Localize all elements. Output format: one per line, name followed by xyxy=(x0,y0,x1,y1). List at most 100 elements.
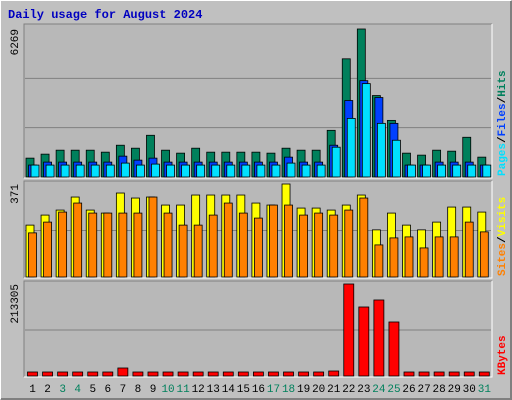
bar xyxy=(222,371,234,377)
bar xyxy=(223,202,233,278)
bar xyxy=(283,371,294,377)
bar xyxy=(181,164,191,178)
panel-edge-dark xyxy=(23,23,492,178)
bar xyxy=(361,83,371,178)
legend-entry: Sites xyxy=(497,243,509,276)
legend-entry: Visits xyxy=(497,197,509,237)
x-tick-label: 29 xyxy=(448,384,461,396)
bar xyxy=(136,164,145,178)
bar xyxy=(211,164,221,178)
bar xyxy=(256,164,266,178)
bar xyxy=(177,371,189,377)
bar xyxy=(314,212,324,278)
x-tick-label: 11 xyxy=(177,384,191,396)
bar xyxy=(331,146,341,178)
legend-separator: / xyxy=(497,236,509,243)
x-tick-label: 20 xyxy=(312,384,325,396)
bar xyxy=(238,212,248,278)
bar xyxy=(448,371,460,377)
legend: Pages/Files/Hits xyxy=(497,70,509,176)
bar xyxy=(102,371,114,377)
bar xyxy=(226,164,236,178)
bar xyxy=(343,283,355,377)
bar xyxy=(316,164,326,178)
x-tick-label: 18 xyxy=(282,384,295,396)
bar xyxy=(389,237,399,278)
x-tick-label: 17 xyxy=(267,384,280,396)
x-tick-label: 21 xyxy=(327,384,341,396)
bar xyxy=(45,164,55,178)
bar xyxy=(87,371,99,377)
chart-title: Daily usage for August 2024 xyxy=(8,8,202,22)
bar xyxy=(392,139,401,178)
bar xyxy=(166,164,175,178)
bar xyxy=(346,118,356,178)
x-tick-label: 13 xyxy=(207,384,220,396)
bar xyxy=(28,232,37,278)
bar xyxy=(147,371,159,377)
bar xyxy=(72,371,84,377)
legend-separator: / xyxy=(497,136,509,143)
x-tick-label: 7 xyxy=(120,384,127,396)
bar xyxy=(373,299,385,377)
legend-entry: Files xyxy=(497,103,509,136)
panel-edge-light xyxy=(24,281,493,378)
bar xyxy=(479,231,489,278)
bar xyxy=(196,164,206,178)
x-tick-label: 3 xyxy=(59,384,66,396)
bar xyxy=(269,204,278,278)
bar xyxy=(286,162,296,178)
x-tick-label: 2 xyxy=(44,384,51,396)
bar xyxy=(374,244,384,278)
bar xyxy=(464,221,474,278)
bar xyxy=(117,367,129,377)
x-tick-label: 16 xyxy=(252,384,265,396)
bar xyxy=(58,211,68,278)
bar xyxy=(162,371,174,377)
bar xyxy=(449,236,459,278)
bar xyxy=(133,212,143,278)
bar xyxy=(237,371,249,377)
x-tick-label: 22 xyxy=(342,384,355,396)
bar xyxy=(241,164,251,178)
x-tick-label: 4 xyxy=(74,384,81,396)
bar xyxy=(313,371,325,377)
bar xyxy=(57,371,69,377)
panel-edge-light xyxy=(24,24,493,179)
bar xyxy=(90,164,100,178)
x-tick-label: 8 xyxy=(135,384,142,396)
legend-entry: Hits xyxy=(497,70,509,96)
x-tick-label: 31 xyxy=(478,384,492,396)
bar xyxy=(407,164,416,178)
x-tick-label: 15 xyxy=(237,384,250,396)
bar xyxy=(192,371,204,377)
bar xyxy=(301,164,311,178)
bar xyxy=(43,221,52,278)
bar xyxy=(105,164,115,178)
legend-separator: / xyxy=(497,96,509,103)
bar xyxy=(434,236,444,278)
x-tick-label: 9 xyxy=(150,384,157,396)
bar xyxy=(148,196,158,278)
x-tick-label: 27 xyxy=(417,384,430,396)
bar xyxy=(328,370,340,377)
x-tick-label: 30 xyxy=(463,384,476,396)
x-tick-label: 19 xyxy=(297,384,310,396)
bar xyxy=(207,371,219,377)
x-tick-label: 25 xyxy=(387,384,400,396)
legend: KBytes xyxy=(497,335,509,375)
bar xyxy=(284,204,293,278)
bar xyxy=(253,217,263,278)
bar xyxy=(163,212,173,278)
x-tick-label: 24 xyxy=(372,384,386,396)
bar xyxy=(376,122,386,178)
bar xyxy=(437,164,447,178)
legend: Sites/Visits xyxy=(497,197,509,276)
bar xyxy=(482,164,492,178)
bar xyxy=(359,197,369,278)
bar xyxy=(478,371,490,377)
x-tick-label: 6 xyxy=(105,384,112,396)
bar xyxy=(298,371,309,377)
bar xyxy=(358,306,370,377)
